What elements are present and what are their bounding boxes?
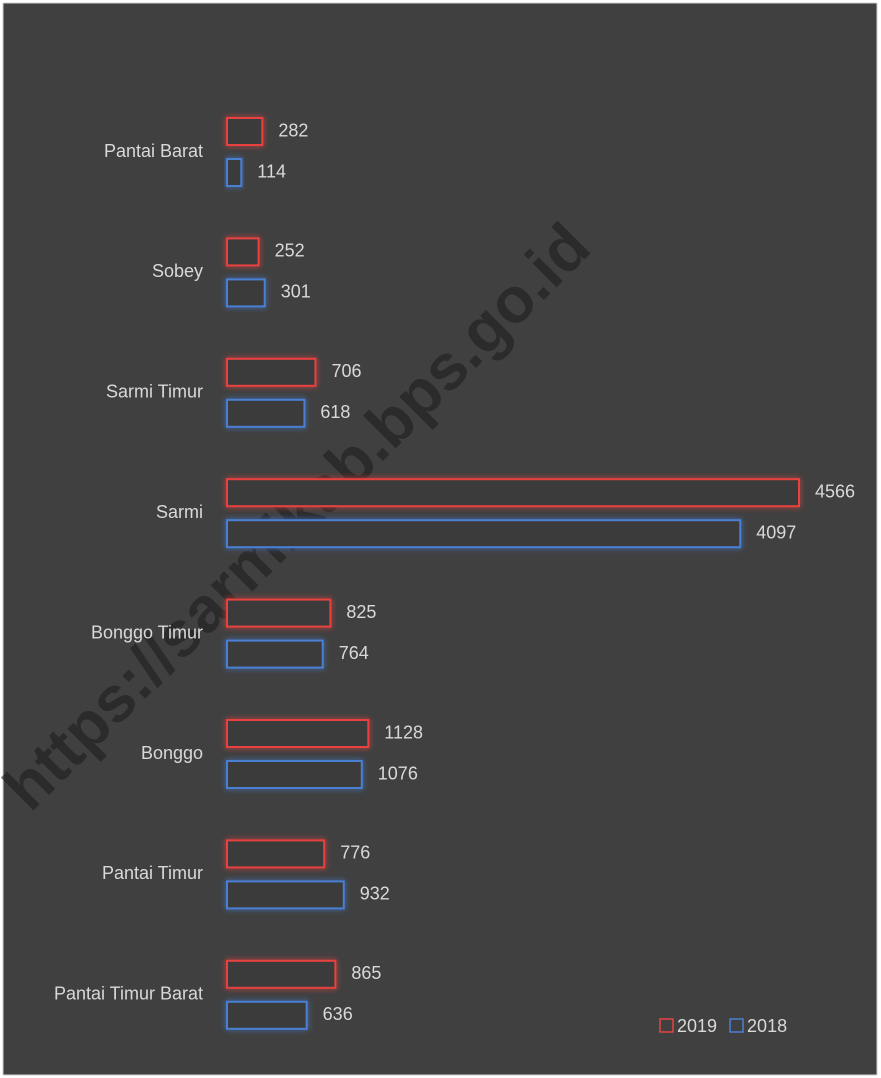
category-label: Bonggo [141,743,203,763]
data-label: 825 [346,602,376,622]
bar [226,398,306,428]
category-label: Sarmi Timur [106,382,203,402]
bar [226,598,332,628]
data-label: 865 [351,963,381,983]
data-label: 1128 [384,722,423,742]
category-label: Pantai Timur Barat [54,984,203,1004]
data-label: 776 [340,843,370,863]
data-label: 301 [281,282,311,302]
data-label: 1076 [378,763,418,783]
legend-label: 2019 [677,1016,717,1036]
bar [226,158,243,187]
data-label: 618 [320,402,350,422]
bar [226,760,363,789]
data-label: 636 [323,1004,353,1024]
category-label: Sarmi [156,502,203,522]
bar [226,639,324,669]
bar [226,959,337,989]
data-label: 282 [278,120,308,140]
legend-label: 2018 [747,1016,787,1036]
bar [226,237,260,267]
data-label: 764 [339,643,369,663]
category-label: Sobey [152,261,203,281]
bar [226,519,742,549]
bar [226,278,266,308]
bar [226,880,345,910]
data-label: 114 [257,161,286,181]
bar [226,1000,308,1030]
bar [226,719,370,748]
data-label: 932 [360,884,390,904]
bar [226,357,317,387]
bar [226,839,326,869]
data-label: 4097 [756,522,796,542]
category-label: Pantai Timur [102,863,203,883]
legend-swatch [729,1018,744,1033]
data-label: 252 [275,241,305,261]
data-label: 4566 [815,481,855,501]
bar [226,117,264,146]
data-label: 706 [331,361,361,381]
bar [226,478,800,508]
legend-swatch [659,1018,674,1033]
category-label: Pantai Barat [104,141,203,161]
category-label: Bonggo Timur [91,622,203,642]
